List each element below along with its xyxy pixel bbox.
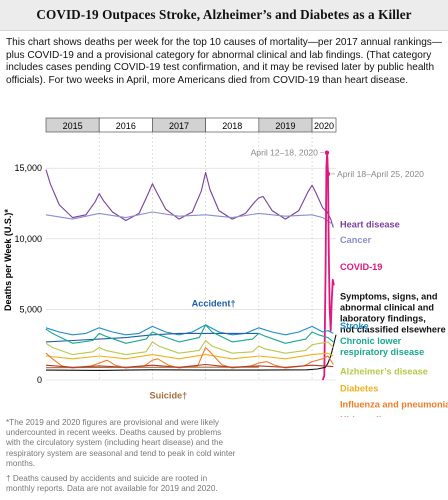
series-line-alzheimer-s-disease — [45, 339, 334, 356]
year-label-2018: 2018 — [222, 121, 242, 131]
series-label-accident: Accident† — [192, 299, 236, 309]
year-label-2017: 2017 — [169, 121, 189, 131]
year-cell-2020 — [311, 117, 337, 133]
annotation-label: April 12–18, 2020 — [251, 148, 319, 158]
y-tick-label: 10,000 — [14, 234, 42, 244]
series-line-heart-disease — [45, 169, 334, 228]
series-line-cancer — [45, 211, 334, 226]
series-group — [45, 151, 337, 381]
grid — [46, 133, 336, 381]
annotation-dot — [325, 171, 331, 177]
series-label-heart-disease: Heart disease — [340, 220, 400, 230]
intro-text: This chart shows deaths per week for the… — [6, 37, 442, 86]
series-label-stroke: Stroke — [340, 321, 369, 331]
chart-title: COVID-19 Outpaces Stroke, Alzheimer’s an… — [36, 7, 412, 22]
year-label-2020: 2020 — [314, 121, 334, 131]
series-line-covid-19 — [321, 151, 335, 381]
series-label-diabetes: Diabetes — [340, 383, 378, 393]
annotations: April 12–18, 2020 April 18–April 25, 2020 — [251, 148, 425, 179]
series-label-influenza-and-pneumonia: Influenza and pneumonia — [340, 400, 448, 410]
year-label-2019: 2019 — [275, 121, 295, 131]
y-axis-label: Deaths per Week (U.S.)* — [3, 209, 13, 311]
y-tick-label: 0 — [37, 375, 42, 385]
series-label-suicide: Suicide† — [149, 390, 187, 400]
footnote-provisional: *The 2019 and 2020 figures are provision… — [6, 418, 236, 468]
series-line-suicide — [45, 366, 259, 369]
year-band: 2015 2016 2017 2018 2019 2020 — [45, 117, 337, 133]
series-label-symptoms-signs-and-abnormal-clinical-and-laboratory-findings-not-classified-elsewhere: Symptoms, signs, and abnormal clinical an… — [340, 292, 446, 335]
annotation-label: April 18–April 25, 2020 — [337, 169, 424, 179]
footnotes: *The 2019 and 2020 figures are provision… — [6, 418, 238, 499]
year-label-2015: 2015 — [63, 121, 83, 131]
series-line-accident — [45, 332, 259, 343]
y-axis: 0 5,000 10,000 15,000 Deaths per Week (U.S.)… — [3, 163, 42, 385]
series-line-stroke — [45, 324, 334, 336]
series-label-chronic-lower-respiratory-disease: Chronic lower respiratory disease — [340, 336, 424, 357]
line-chart: 2015 2016 2017 2018 2019 2020 April 12–18, 20… — [3, 117, 448, 417]
y-tick-label: 15,000 — [14, 163, 42, 173]
series-label-kidney-disease-nephritis-and-others: Kidney disease(nephritis and others) — [340, 415, 434, 417]
title-bar: COVID-19 Outpaces Stroke, Alzheimer’s an… — [0, 0, 448, 31]
year-label-2016: 2016 — [116, 121, 136, 131]
series-labels: Heart disease Cancer COVID-19 Symptoms, sig… — [149, 220, 448, 417]
footnote-accidents: † Deaths caused by accidents and suicide… — [6, 474, 218, 494]
annotation-dot — [324, 150, 330, 155]
y-tick-label: 5,000 — [19, 304, 42, 314]
series-line-diabetes — [45, 352, 334, 360]
series-line-kidney-disease-nephritis-and-others — [45, 363, 334, 368]
series-label-alzheimer-s-disease: Alzheimer’s disease — [340, 366, 428, 376]
series-label-covid-19: COVID-19 — [340, 262, 382, 272]
series-label-cancer: Cancer — [340, 235, 372, 245]
series-line-chronic-lower-respiratory-disease — [45, 324, 334, 344]
